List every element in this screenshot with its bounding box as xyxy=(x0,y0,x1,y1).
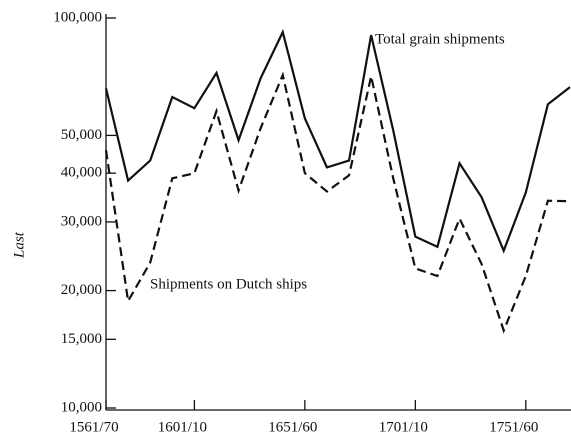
x-tick-label: 1651/60 xyxy=(268,419,317,435)
annotation: Shipments on Dutch ships xyxy=(150,276,307,292)
line-series xyxy=(104,71,571,334)
x-tick-label: 1751/60 xyxy=(489,419,538,435)
y-tick-label: 40,000 xyxy=(61,165,102,181)
y-tick-label: 10,000 xyxy=(61,399,102,415)
line-series xyxy=(104,28,571,254)
y-tick-label: 20,000 xyxy=(61,282,102,298)
y-tick-label: 50,000 xyxy=(61,127,102,143)
y-tick-label: 100,000 xyxy=(53,9,102,25)
x-tick-label: 1561/70 xyxy=(69,419,118,435)
x-tick-label: 1601/10 xyxy=(158,419,207,435)
x-tick-label: 1701/10 xyxy=(379,419,428,435)
annotation: Total grain shipments xyxy=(375,31,505,47)
y-tick-label: 30,000 xyxy=(61,213,102,229)
y-axis-label: Last xyxy=(11,231,27,259)
y-tick-label: 15,000 xyxy=(61,331,102,347)
